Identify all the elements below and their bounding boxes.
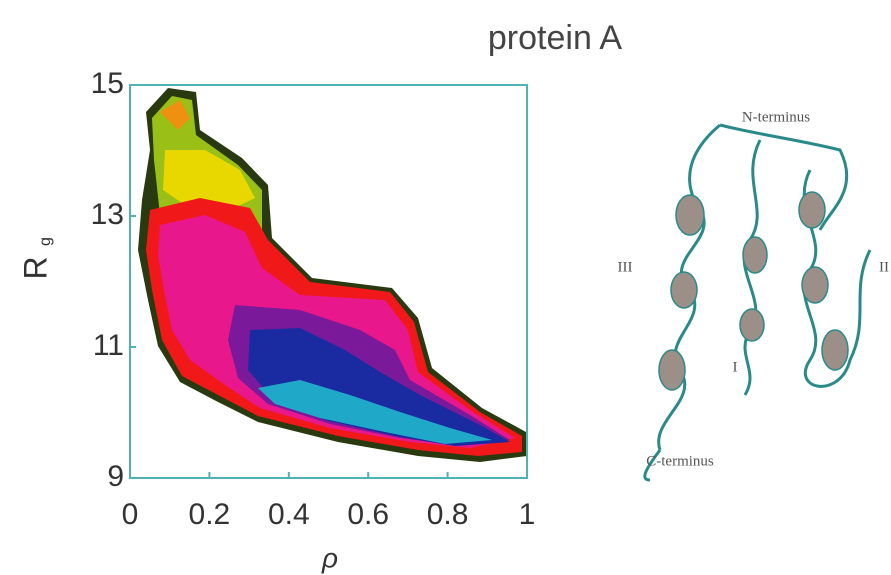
x-tick-label: 1 <box>519 498 536 531</box>
helix-label: II <box>879 259 889 275</box>
y-tick-label: 13 <box>91 198 124 231</box>
x-tick-label: 0.8 <box>427 498 469 531</box>
x-tick-label: 0.4 <box>268 498 310 531</box>
contour-map <box>138 88 527 462</box>
figure: protein A 0 0.2 0.4 0.6 0.8 1 9 11 13 15 ρ R g N-… <box>0 0 891 575</box>
x-tick-label: 0 <box>122 498 139 531</box>
x-tick-label: 0.6 <box>347 498 389 531</box>
helix-label: I <box>733 359 738 375</box>
x-tick-label: 0.2 <box>189 498 231 531</box>
n-terminus-label: N-terminus <box>742 109 810 125</box>
y-axis-label: R <box>17 256 53 279</box>
chart-title: protein A <box>488 19 623 57</box>
ribbon-loop <box>720 125 847 230</box>
y-tick-label: 15 <box>91 67 124 100</box>
helix-label: III <box>618 259 633 275</box>
c-terminus-label: C-terminus <box>646 453 714 469</box>
y-tick-label: 9 <box>107 460 124 493</box>
helix-shading <box>659 192 848 390</box>
y-axis-label-subscript: g <box>37 237 54 246</box>
y-tick-label: 11 <box>93 329 124 362</box>
y-axis-label-group: R g <box>17 237 54 279</box>
x-axis-label: ρ <box>321 542 338 573</box>
